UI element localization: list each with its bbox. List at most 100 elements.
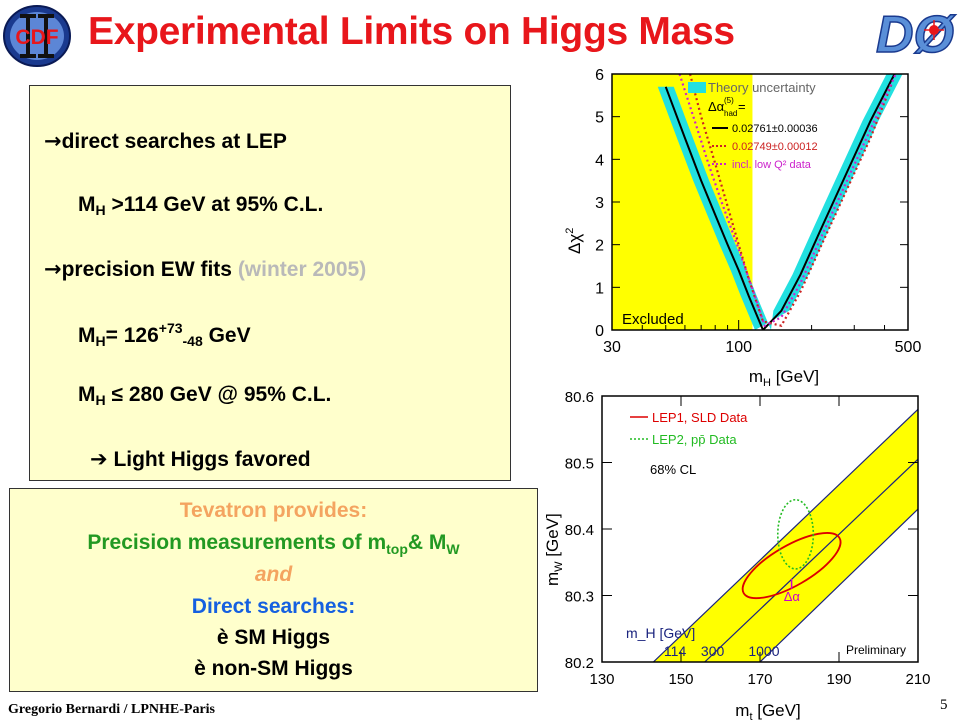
mw-mt-chart: Δα 80.2 80.3 80.4 80.5 80.6 130 150 170 190 210 LEP… [543,389,931,720]
chart1-y-tick-label: 4 [595,152,604,169]
mw-subscript: W [446,541,460,557]
chart2-x-tick-label: 170 [747,671,772,688]
legend-band-swatch [688,82,706,93]
ew-fit-limit-text: ≤ 280 GeV @ 95% C.L. [105,383,332,406]
blueband-chart: 0 1 2 3 4 5 6 30 100 500 Excluded Theory uncertaint… [564,67,922,386]
higgs-limits-box: →direct searches at LEP MH >114 GeV at 9… [29,85,511,481]
mh-subscript: H [95,202,106,218]
mh-band [653,409,918,662]
and-text: and [254,563,293,586]
chart2-y-tick-label: 80.5 [565,456,594,473]
ew-fit-date: (winter 2005) [237,258,367,281]
mh-upper-error: +73 [158,320,183,336]
legend-alpha-sup: (5) [724,96,734,105]
chart2-content: Δα [652,408,918,662]
chart2-legend-entry-2: LEP2, pp̄ Data [652,432,737,447]
mh-symbol: M [78,383,96,406]
mh-1000-line [759,508,918,662]
excluded-label: Excluded [622,311,684,328]
mh-lower-error: -48 [182,333,203,349]
non-sm-higgs-item: è non-SM Higgs [194,657,353,680]
chart2-x-tick-label: 190 [826,671,851,688]
mh-subscript: H [95,333,106,349]
mtop-subscript: top [386,541,408,557]
legend-entry-1: 0.02761±0.00036 [732,123,818,135]
mh-central-value: = 126 [105,324,159,347]
mh-symbol: M [78,324,96,347]
chart2-x-tick-label: 130 [589,671,614,688]
legend-title: Theory uncertainty [708,80,816,95]
d0-logo: DØ [875,5,957,62]
chart2-xlabel: mt [GeV] [735,701,800,720]
mh-symbol: M [78,193,96,216]
lep-limit-text: >114 GeV at 95% C.L. [105,193,324,216]
light-higgs-text: Light Higgs favored [107,448,311,471]
chart1-curves [657,74,903,330]
series-line-1 [664,74,896,330]
mh-subscript: H [95,392,106,408]
footer-author: Gregorio Bernardi / LPNHE-Paris [8,702,215,717]
page-number: 5 [940,697,948,713]
direct-searches-heading: Direct searches: [191,595,356,618]
legend-entry-3: incl. low Q² data [732,159,812,171]
legend-entry-2: 0.02749±0.00012 [732,141,818,153]
lep-limit-line: MH >114 GeV at 95% C.L. [78,193,323,218]
lep-search-text: direct searches at LEP [61,130,287,153]
light-higgs-line: ➔ Light Higgs favored [90,447,311,472]
chart2-y-tick-label: 80.3 [565,589,594,606]
mw-text: & M [407,531,447,554]
ew-fit-value-line: MH= 126+73-48 GeV [78,320,251,349]
ew-fit-text: precision EW fits [61,258,238,281]
cdf-logo-text: CDF [15,26,58,49]
chart1-y-tick-label: 3 [595,195,604,212]
tevatron-heading: Tevatron provides: [179,499,368,522]
chart2-ylabel: mW [GeV] [543,513,565,586]
slide-title: Experimental Limits on Higgs Mass [88,10,735,53]
chart1-y-tick-label: 5 [595,110,604,127]
lep1-ellipse [741,532,842,600]
chart1-x-tick-label: 500 [895,339,922,356]
legend-alpha-sub: had [724,109,737,118]
chart1-y-tick-label: 2 [595,238,604,255]
precision-line: Precision measurements of mtop& MW [10,531,537,557]
chart2-x-tick-label: 210 [905,671,930,688]
chart2-x-tick-label: 150 [668,671,693,688]
chart1-xlabel: mH [GeV] [749,367,819,386]
mh-300-line [704,458,918,662]
chart2-y-tick-label: 80.4 [565,522,594,539]
chart1-y-tick-label: 6 [595,67,604,84]
chart2-y-tick-label: 80.2 [565,655,594,672]
arrow-icon: ➔ [90,447,108,471]
preliminary-label: Preliminary [846,643,906,657]
series-line-3 [678,74,897,328]
chart1-y-tick-label: 0 [595,323,604,340]
ew-fit-line: →precision EW fits (winter 2005) [44,257,366,282]
cdf-logo: CDF [3,5,71,67]
mh-unit: GeV [202,324,251,347]
d0-logo-text: DØ [876,6,957,62]
chart1-y-tick-label: 1 [595,280,604,297]
legend-alpha: Δα [708,99,725,114]
mh-label: m_H [GeV] [626,625,695,641]
chart1-x-tick-label: 30 [603,339,621,356]
lep2-ellipse [776,498,815,570]
legend-alpha-eq: = [738,99,746,114]
mh-value-114: 114 [664,643,687,659]
mh-114-line [652,408,918,662]
mh-value-300: 300 [701,643,725,659]
tevatron-box: Tevatron provides: Precision measurement… [9,488,538,692]
sm-higgs-item: è SM Higgs [216,626,331,649]
arrow-icon: → [44,129,62,153]
chart1-x-tick-label: 100 [725,339,752,356]
cl-label: 68% CL [650,462,696,477]
lep-search-line: →direct searches at LEP [44,129,287,154]
chart2-y-tick-label: 80.6 [565,389,594,406]
chart2-legend-entry-1: LEP1, SLD Data [652,410,748,425]
ew-fit-limit-line: MH ≤ 280 GeV @ 95% C.L. [78,383,331,408]
arrow-icon: → [44,257,62,281]
precision-text: Precision measurements of m [87,531,387,554]
theory-uncertainty-band [657,74,903,330]
mh-value-1000: 1000 [748,643,779,659]
delta-alpha-label: Δα [784,589,801,604]
chart1-ylabel: Δχ2 [564,228,584,254]
